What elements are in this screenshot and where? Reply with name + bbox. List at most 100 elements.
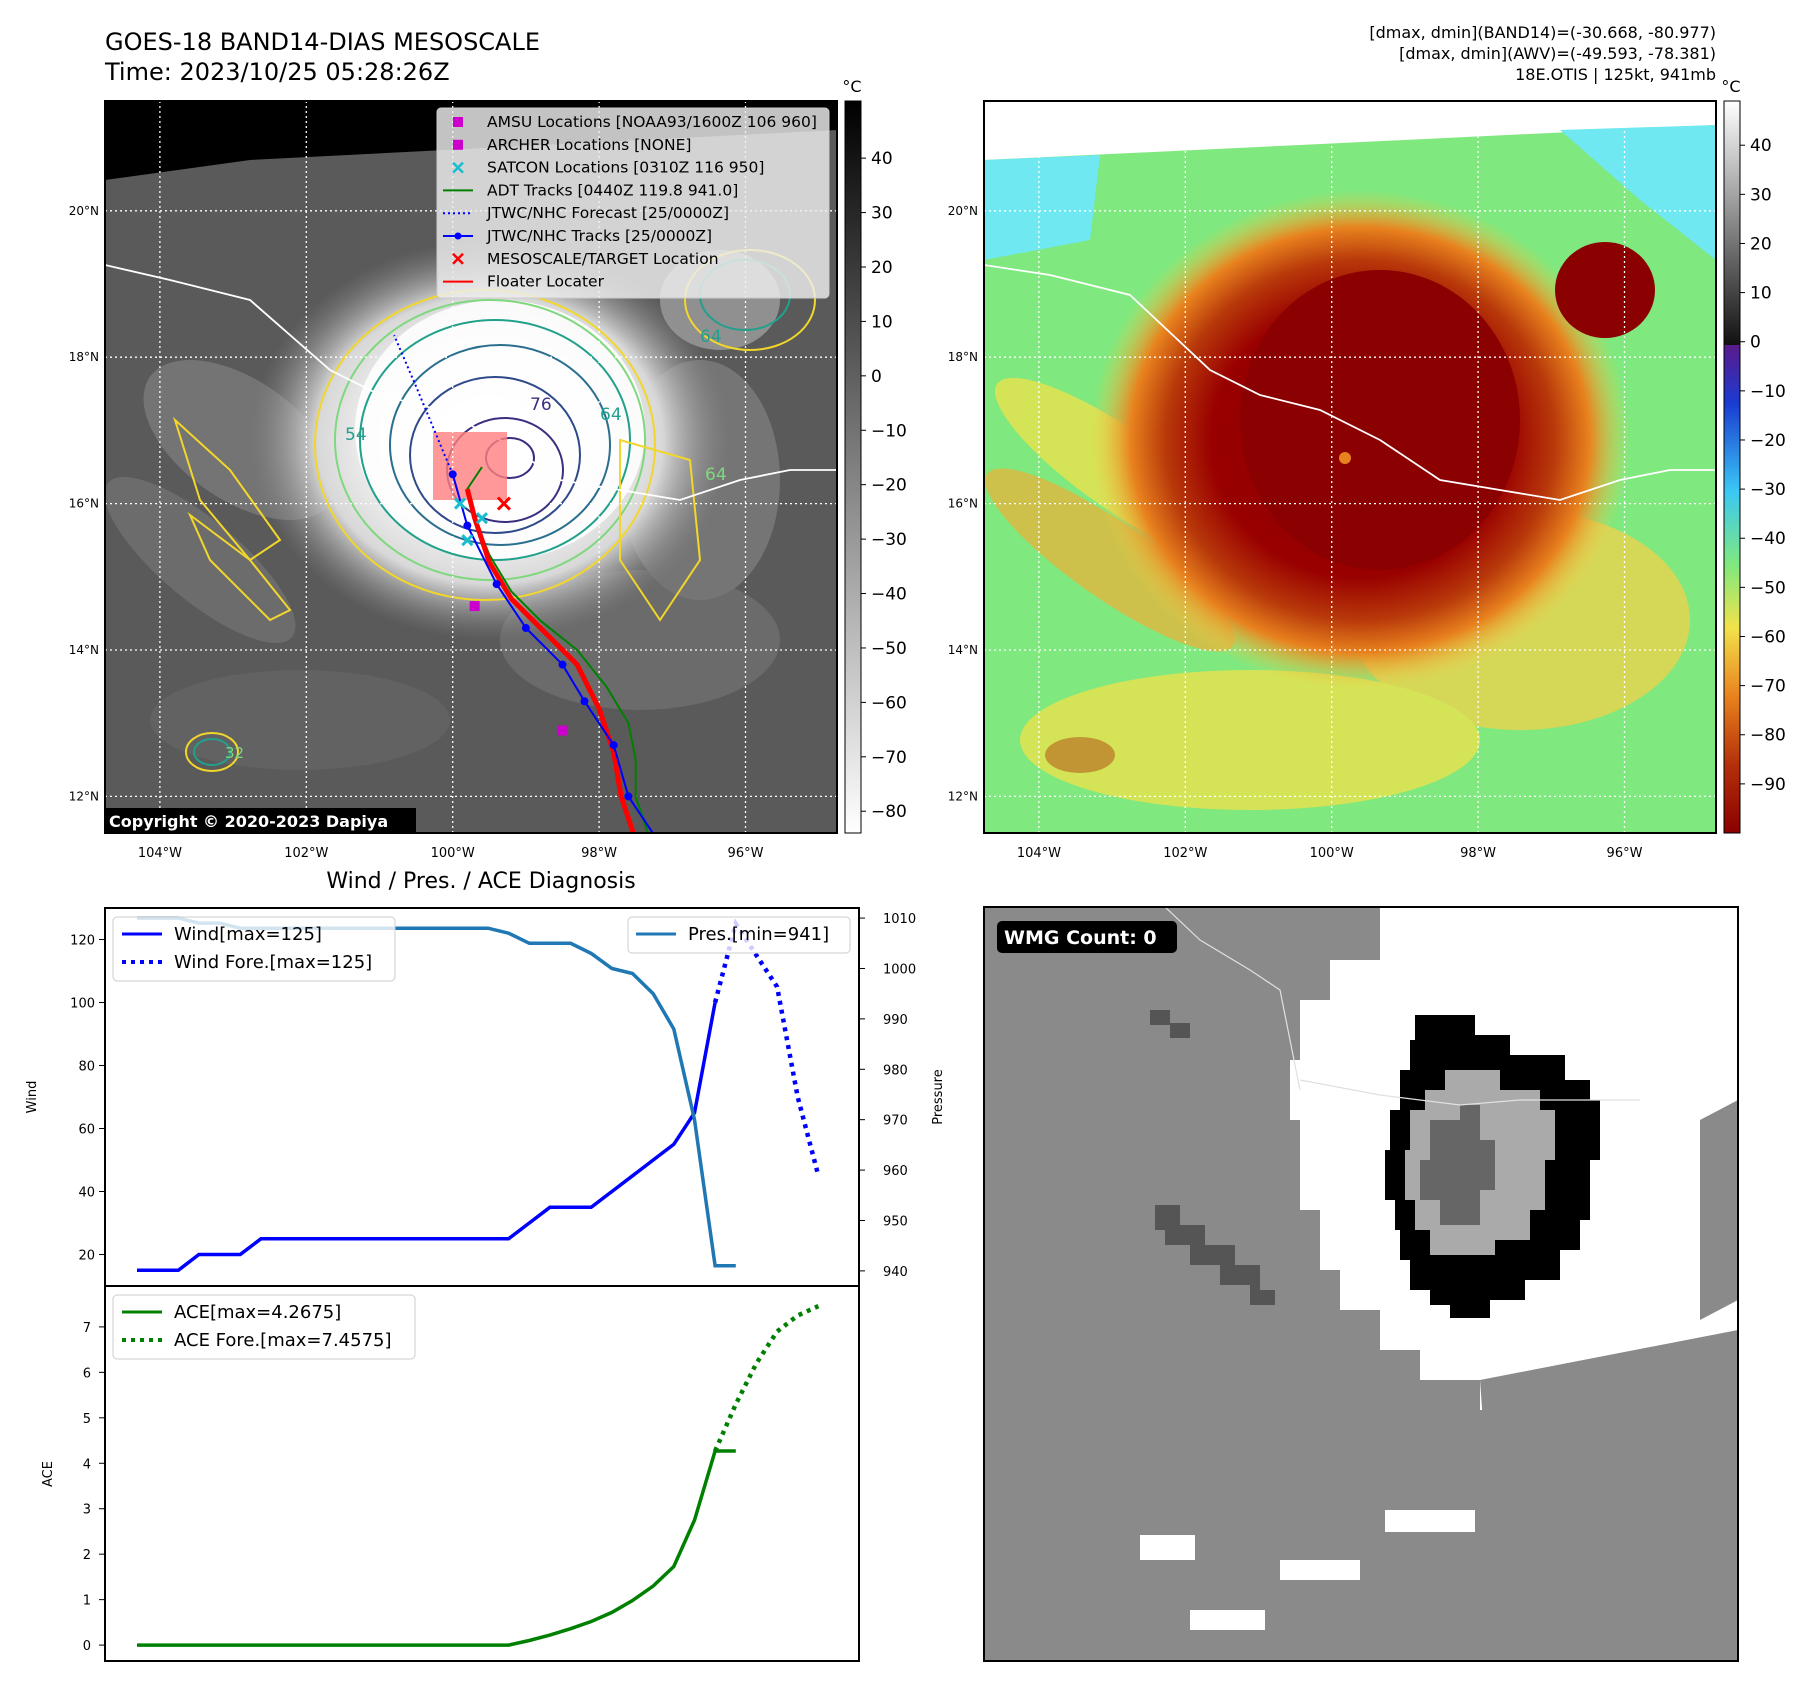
ace-ytick-label: 1 <box>83 1594 91 1609</box>
legend-marker <box>452 252 464 265</box>
wmg-label-box <box>997 921 1177 953</box>
awv-map-panel: 104°W 102°W 100°W 98°W 96°W 20°N 18°N 16°N 14°N 1… <box>948 77 1786 861</box>
ace-ytick-label: 5 <box>83 1412 91 1427</box>
lon-tick-label: 96°W <box>1607 846 1643 861</box>
colorbar-tick-label: 0 <box>871 367 882 387</box>
awv-colorbar-unit: °C <box>1721 77 1740 96</box>
pressure-ytick-label: 960 <box>883 1164 908 1179</box>
jtwc-track-point <box>492 580 501 589</box>
ir-colorbar <box>844 100 862 834</box>
legend-marker-dot <box>454 232 462 240</box>
wind-series-1 <box>712 918 821 1177</box>
pressure-ytick-label: 950 <box>883 1214 908 1229</box>
colorbar-tick-label: −70 <box>1750 677 1786 697</box>
lon-tick-label: 102°W <box>284 846 328 861</box>
pressure-ytick-label: 970 <box>883 1114 908 1129</box>
wind-ytick-label: 80 <box>78 1060 95 1075</box>
colorbar-tick-label: −10 <box>871 421 907 441</box>
ir-legend: AMSU Locations [NOAA93/1600Z 106 960] ARC… <box>436 107 830 299</box>
ace-ytick-label: 7 <box>83 1321 91 1336</box>
storm-summary: 18E.OTIS | 125kt, 941mb <box>1515 65 1716 84</box>
wmg-frame <box>983 906 1739 1662</box>
wind-ytick-label: 20 <box>78 1249 95 1264</box>
pressure-legend-label: Pres.[min=941] <box>688 924 829 945</box>
wmg-dark-band <box>1155 1205 1275 1305</box>
wmg-count-label: WMG Count: 0 <box>1004 927 1157 949</box>
ace-legend-label: ACE[max=4.2675] <box>174 1302 341 1323</box>
jtwc-track-point <box>521 624 530 633</box>
ace-ytick-label: 0 <box>83 1639 91 1654</box>
colorbar-tick-label: −20 <box>871 476 907 496</box>
ace-ytick-label: 6 <box>83 1366 91 1381</box>
colorbar-tick-label: −10 <box>1750 382 1786 402</box>
lon-tick-label: 104°W <box>138 846 182 861</box>
awv-colorbar-lower <box>1724 345 1740 833</box>
colorbar-tick-label: −30 <box>1750 480 1786 500</box>
legend-label: ADT Tracks [0440Z 119.8 941.0] <box>487 181 738 199</box>
lon-tick-label: 100°W <box>1310 846 1354 861</box>
colorbar-tick-label: 10 <box>1750 284 1772 304</box>
jtwc-track-point <box>624 792 633 801</box>
amsu-location <box>469 601 480 612</box>
ir-colorbar-ticks: 40 30 20 10 0 −10 −20 −30 −40 −50 −60 −70 −80 <box>861 149 907 822</box>
amsu-location <box>557 725 568 736</box>
wmg-coastline <box>1299 1079 1640 1106</box>
ace-panel-frame <box>104 1285 860 1662</box>
ir-tracks <box>393 334 655 833</box>
contour-blue-outer <box>389 344 611 546</box>
figure-title: GOES-18 BAND14-DIAS MESOSCALE <box>105 28 540 56</box>
contour-green <box>334 299 646 581</box>
awv-coastline <box>984 264 1716 501</box>
contour-label: 54 <box>345 425 367 445</box>
wind-legend: Wind[max=125] Wind Fore.[max=125] <box>112 916 396 982</box>
pressure-ytick-label: 990 <box>883 1013 908 1028</box>
ace-forecast-legend-label: ACE Fore.[max=7.4575] <box>174 1330 392 1351</box>
legend-marker <box>453 139 463 150</box>
ace-ytick-label: 2 <box>83 1548 91 1563</box>
jtwc-track-point <box>580 697 589 706</box>
jtwc-track-point <box>463 521 472 530</box>
awv-map-cyan-region-ne <box>1560 125 1716 260</box>
contour-teal <box>359 319 631 561</box>
contour-sw-cell <box>193 738 231 766</box>
ace-panel: ACE 0 1 2 3 4 5 6 7 ACE[max=4.2675] ACE Fore.[m… <box>41 1285 860 1662</box>
colorbar-tick-label: −70 <box>871 748 907 768</box>
ir-colorbar-unit: °C <box>842 77 861 96</box>
jtwc-forecast-track <box>393 334 454 475</box>
pressure-ytick-label: 1010 <box>883 912 916 927</box>
legend-label: AMSU Locations [NOAA93/1600Z 106 960] <box>487 113 817 131</box>
lat-tick-label: 16°N <box>948 497 978 511</box>
ace-ytick-label: 3 <box>83 1503 91 1518</box>
jtwc-track-point <box>609 741 618 750</box>
wind-pressure-panel: Wind Pressure 20 40 60 80 100 120 940 950 960 970… <box>25 907 946 1287</box>
colorbar-tick-label: 20 <box>1750 234 1772 254</box>
copyright-text: Copyright © 2020-2023 Dapiya <box>109 812 388 831</box>
colorbar-tick-label: 40 <box>1750 136 1772 156</box>
satcon-location <box>475 512 489 525</box>
wmg-dark-cell <box>1170 1023 1190 1038</box>
contour-label: 64 <box>600 405 622 425</box>
colorbar-tick-label: −40 <box>871 585 907 605</box>
legend-label: SATCON Locations [0310Z 116 950] <box>487 159 764 177</box>
awv-colorbar-frame <box>1723 100 1741 834</box>
awv-map-axes: 104°W 102°W 100°W 98°W 96°W 20°N 18°N 16°N 14°N 1… <box>948 204 1643 861</box>
figure-time: Time: 2023/10/25 05:28:26Z <box>104 58 450 86</box>
legend-label: ARCHER Locations [NONE] <box>487 136 691 154</box>
colorbar-tick-label: −50 <box>871 639 907 659</box>
pressure-ytick-label: 1000 <box>883 962 916 977</box>
colorbar-tick-label: −50 <box>1750 578 1786 598</box>
legend-label: JTWC/NHC Forecast [25/0000Z] <box>486 204 729 222</box>
legend-marker <box>453 117 463 127</box>
contour-label: 64 <box>705 465 727 485</box>
contour-label: 32 <box>225 744 244 762</box>
satcon-location <box>461 534 474 547</box>
awv-east-cell <box>1555 242 1655 338</box>
lat-tick-label: 20°N <box>69 204 99 218</box>
lat-tick-label: 12°N <box>948 789 978 803</box>
wind-axis-label: Wind <box>25 1081 40 1114</box>
target-location <box>496 496 512 511</box>
wmg-white-patch <box>1280 1560 1360 1580</box>
lat-tick-label: 18°N <box>948 350 978 364</box>
lon-tick-label: 96°W <box>728 846 764 861</box>
